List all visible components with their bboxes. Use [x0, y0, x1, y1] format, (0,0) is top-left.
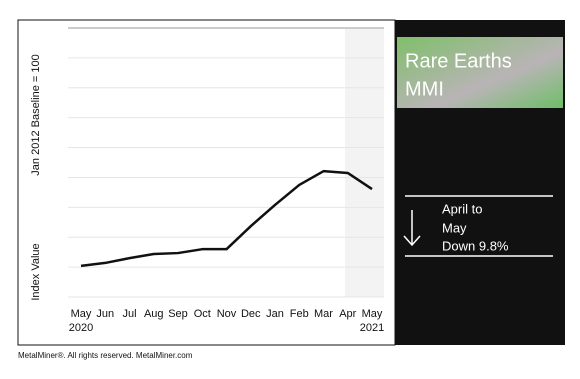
change-text: Down 9.8%: [442, 238, 509, 253]
x-tick-label: Nov: [217, 308, 237, 320]
x-tick-label: Feb: [290, 308, 309, 320]
shaded-region: [345, 28, 384, 297]
x-tick-label: Jun: [96, 308, 114, 320]
x-tick-label: May: [71, 308, 92, 320]
change-text: May: [442, 220, 467, 235]
year-label: 2021: [360, 322, 384, 334]
x-tick-label: May: [362, 308, 383, 320]
x-tick-label: Jul: [122, 308, 136, 320]
title-box: [397, 37, 563, 108]
x-tick-label: Jan: [266, 308, 284, 320]
x-tick-label: Dec: [241, 308, 261, 320]
footer: MetalMiner®. All rights reserved. MetalM…: [18, 351, 193, 360]
data-line: [80, 169, 373, 268]
x-tick-label: Sep: [168, 308, 188, 320]
panel-title: Rare Earths: [405, 50, 512, 72]
year-label: 2020: [69, 322, 93, 334]
panel-title: MMI: [405, 78, 444, 100]
x-tick-label: Aug: [144, 308, 164, 320]
plot-frame: [17, 19, 396, 346]
down-arrow: [403, 210, 421, 247]
y-axis-label: Jan 2012 Baseline = 100: [30, 54, 42, 175]
change-text: April to: [442, 201, 482, 216]
x-tick-label: Oct: [194, 308, 211, 320]
x-tick-label: Apr: [339, 308, 356, 320]
x-tick-label: Mar: [314, 308, 333, 320]
y-axis-label: Index Value: [30, 243, 42, 300]
